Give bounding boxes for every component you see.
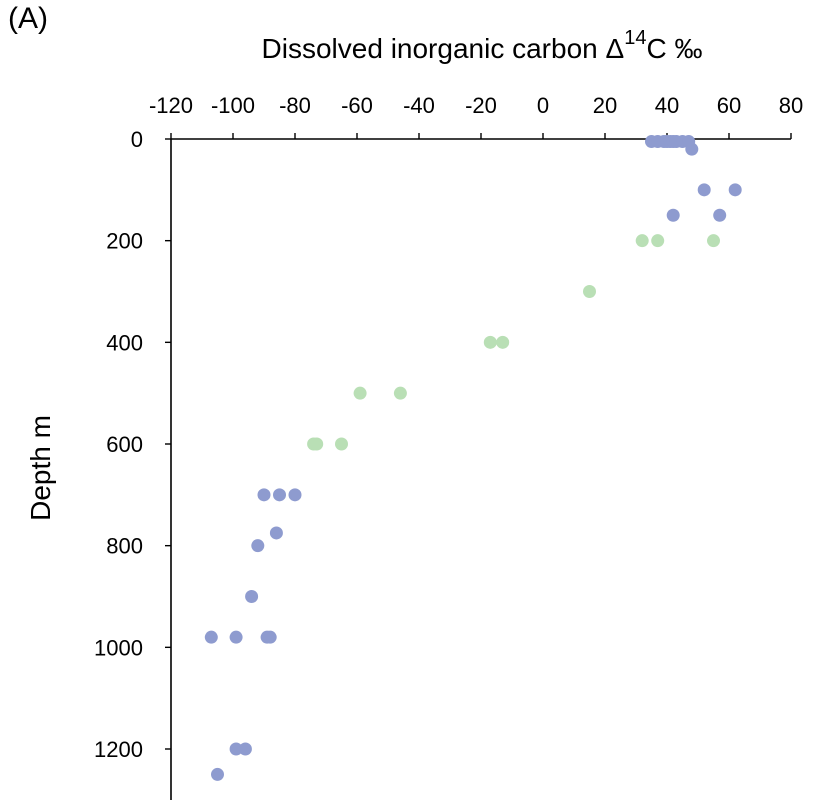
data-point-series-2 xyxy=(635,234,649,248)
data-point-series-2 xyxy=(393,386,407,400)
x-tick-label: -40 xyxy=(403,93,435,118)
x-tick-label: 20 xyxy=(593,93,617,118)
data-points xyxy=(204,135,742,781)
x-tick-label: -80 xyxy=(279,93,311,118)
data-point-series-1 xyxy=(211,767,224,781)
data-point-series-2 xyxy=(707,234,720,248)
x-ticks: -120 -100 -80 -60 -40 -20 0 20 40 60 80 xyxy=(149,93,803,139)
data-point-series-2 xyxy=(353,386,367,400)
data-point-series-2 xyxy=(483,335,497,349)
x-tick-label: 60 xyxy=(717,93,741,118)
y-axis-title: Depth m xyxy=(25,415,56,521)
data-point-series-2 xyxy=(651,234,665,248)
x-tick-label: 40 xyxy=(655,93,679,118)
x-axis-title-suffix: C ‰ xyxy=(646,33,702,64)
x-tick-label: -20 xyxy=(465,93,497,118)
panel-label: (A) xyxy=(8,2,48,35)
data-point-series-1 xyxy=(713,208,727,222)
data-point-series-1 xyxy=(685,142,699,156)
data-point-series-2 xyxy=(335,437,348,451)
data-point-series-1 xyxy=(257,488,271,502)
data-point-series-1 xyxy=(263,630,277,644)
data-point-series-1 xyxy=(697,183,711,197)
x-tick-label: -60 xyxy=(341,93,373,118)
x-axis-title: Dissolved inorganic carbon Δ14C ‰ xyxy=(262,27,703,64)
y-tick-label: 800 xyxy=(106,534,143,559)
data-point-series-1 xyxy=(666,208,680,222)
data-point-series-1 xyxy=(229,630,243,644)
data-point-series-2 xyxy=(496,335,510,349)
data-point-series-1 xyxy=(288,488,302,502)
y-tick-label: 400 xyxy=(106,330,143,355)
data-point-series-1 xyxy=(269,526,283,540)
y-tick-label: 600 xyxy=(106,432,143,457)
x-tick-label: 0 xyxy=(537,93,549,118)
y-tick-label: 1000 xyxy=(94,635,143,660)
data-point-series-2 xyxy=(310,437,324,451)
data-point-series-2 xyxy=(583,285,596,298)
x-tick-label: -100 xyxy=(211,93,255,118)
x-tick-label: -120 xyxy=(149,93,193,118)
y-tick-label: 0 xyxy=(131,127,143,152)
y-ticks: 0 200 400 600 800 1000 1200 xyxy=(94,127,171,762)
data-point-series-1 xyxy=(251,539,265,553)
x-axis-title-superscript: 14 xyxy=(624,27,646,49)
data-point-series-1 xyxy=(273,488,286,502)
x-tick-label: 80 xyxy=(779,93,803,118)
data-point-series-1 xyxy=(238,742,252,756)
data-point-series-1 xyxy=(204,630,218,644)
y-tick-label: 200 xyxy=(106,229,143,254)
y-tick-label: 1200 xyxy=(94,737,143,762)
data-point-series-1 xyxy=(728,183,742,197)
data-point-series-1 xyxy=(229,742,243,756)
data-point-series-1 xyxy=(245,590,259,603)
x-axis-title-prefix: Dissolved inorganic carbon Δ xyxy=(262,33,625,64)
